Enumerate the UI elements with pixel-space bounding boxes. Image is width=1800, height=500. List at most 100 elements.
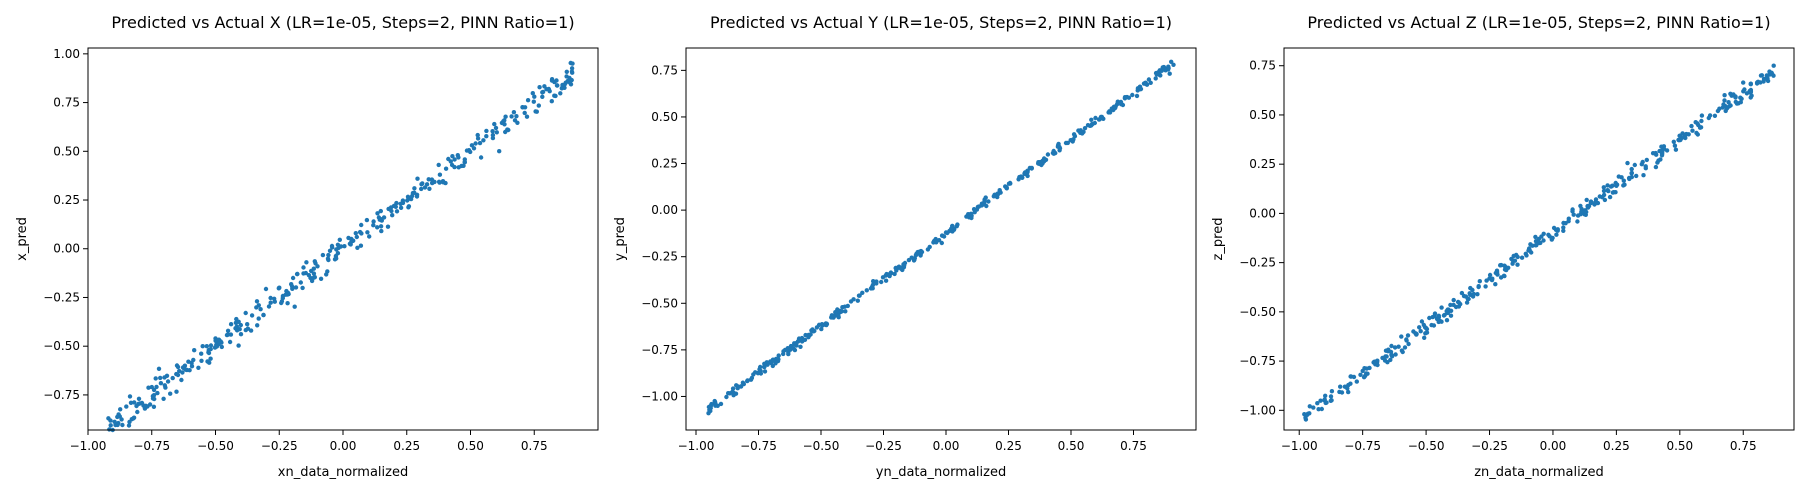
data-point: [1171, 62, 1176, 67]
data-point: [512, 118, 518, 123]
data-point: [845, 303, 850, 309]
data-point: [1423, 325, 1429, 331]
x-axis-label: yn_data_normalized: [876, 465, 1006, 480]
scatter-panel-y: Predicted vs Actual Y (LR=1e-05, Steps=2…: [613, 13, 1197, 480]
data-point: [1311, 405, 1316, 410]
data-point: [208, 346, 213, 352]
data-point: [919, 249, 925, 255]
data-point: [839, 309, 844, 314]
data-point: [170, 375, 175, 381]
data-point: [1029, 165, 1034, 171]
data-point: [183, 367, 188, 372]
data-point: [549, 99, 554, 104]
data-point: [179, 377, 184, 383]
data-point: [128, 400, 134, 405]
data-point: [153, 376, 158, 381]
data-point: [136, 396, 142, 401]
data-point: [481, 138, 486, 143]
data-point: [1459, 290, 1465, 296]
data-point: [563, 80, 568, 85]
data-point: [1641, 173, 1646, 178]
data-point: [1065, 140, 1070, 146]
data-point: [1632, 162, 1637, 168]
data-point: [127, 419, 132, 425]
data-point: [843, 309, 848, 314]
data-point: [394, 200, 399, 206]
data-point: [534, 109, 539, 114]
data-point: [320, 252, 326, 258]
data-point: [1400, 349, 1405, 355]
data-point: [1673, 147, 1679, 152]
data-point: [364, 217, 370, 223]
data-point: [228, 332, 234, 337]
data-point: [137, 401, 143, 406]
data-point: [1120, 102, 1126, 108]
data-point: [1601, 185, 1606, 190]
data-point: [1547, 234, 1552, 239]
x-tick-label: 0.25: [393, 439, 420, 453]
data-point: [1096, 117, 1102, 122]
data-point: [808, 332, 813, 337]
y-tick-label: 0.75: [651, 63, 678, 77]
data-point: [1515, 262, 1520, 267]
data-point: [570, 70, 575, 75]
data-point: [254, 305, 259, 310]
data-point: [346, 235, 351, 241]
data-point: [770, 363, 775, 369]
data-point: [1427, 315, 1432, 321]
data-point: [301, 271, 306, 276]
y-tick-label: 1.00: [53, 47, 80, 61]
data-point: [1504, 267, 1509, 273]
data-point: [1605, 188, 1610, 193]
data-point: [509, 114, 514, 119]
data-point: [1696, 122, 1701, 128]
data-point: [532, 94, 537, 99]
data-point: [450, 154, 455, 159]
data-point: [1045, 152, 1051, 157]
data-point: [1570, 209, 1575, 214]
data-point: [1477, 279, 1482, 284]
data-point: [814, 325, 820, 330]
data-point: [311, 275, 316, 280]
data-point: [276, 286, 281, 291]
data-point: [127, 394, 133, 399]
data-point: [146, 385, 151, 390]
data-point: [915, 249, 921, 255]
data-point: [1656, 158, 1661, 163]
data-point: [132, 400, 137, 405]
data-point: [1541, 238, 1546, 243]
data-point: [569, 66, 575, 71]
data-point: [1090, 121, 1095, 127]
y-tick-label: 0.25: [53, 193, 80, 207]
y-tick-label: −0.75: [1239, 354, 1276, 368]
data-point: [350, 238, 355, 243]
data-point: [1339, 390, 1345, 395]
data-point: [200, 344, 205, 349]
data-point: [1722, 93, 1727, 98]
x-ticks: −1.00 −0.75 −0.50 −0.25 0.00 0.25 0.50 0.75: [1281, 430, 1757, 453]
data-point: [1625, 160, 1630, 166]
x-tick-label: −0.75: [1344, 439, 1381, 453]
data-point: [484, 134, 489, 139]
data-point: [758, 364, 763, 370]
data-point: [1405, 333, 1411, 338]
data-point: [558, 91, 563, 96]
data-point: [1621, 178, 1626, 183]
data-point: [974, 207, 980, 212]
data-point: [1551, 225, 1557, 231]
data-point: [441, 180, 446, 185]
x-axis-label: xn_data_normalized: [278, 465, 408, 480]
data-point: [1498, 263, 1503, 268]
data-point: [560, 82, 565, 88]
data-point: [1510, 258, 1516, 263]
data-point: [120, 422, 125, 428]
data-point: [135, 409, 140, 415]
data-point: [1660, 149, 1665, 154]
data-point: [1364, 371, 1369, 376]
data-point: [1523, 251, 1528, 256]
data-point: [243, 310, 248, 316]
y-tick-label: 0.00: [651, 203, 678, 217]
data-point: [162, 383, 167, 388]
data-point: [224, 332, 230, 338]
data-point: [945, 230, 950, 236]
